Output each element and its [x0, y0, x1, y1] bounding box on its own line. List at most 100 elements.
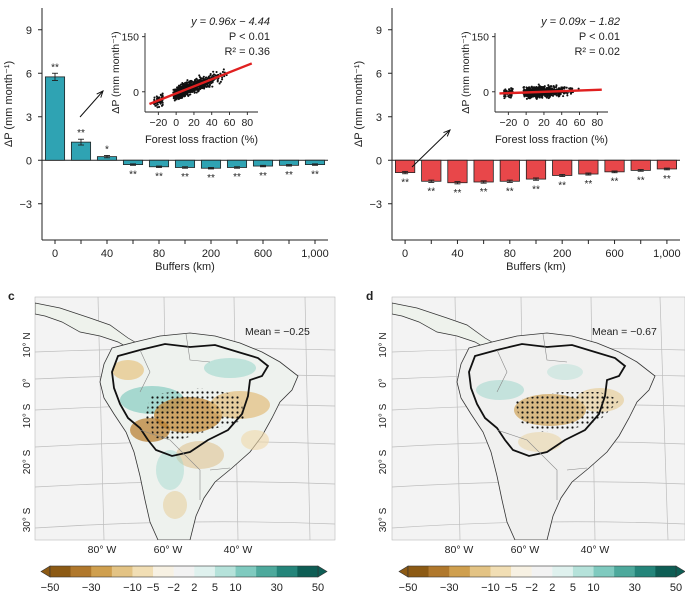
y-tick-label-b: 6: [376, 68, 382, 80]
regression-line: [499, 88, 602, 95]
scatter-point: [504, 88, 507, 91]
scatter-point: [568, 87, 571, 90]
colorbar-tick-label: 10: [229, 582, 241, 594]
colorbar-tick-label: −50: [399, 582, 418, 594]
inset-x-tick-label: 80: [591, 117, 603, 129]
scatter-point: [546, 88, 549, 91]
inset-p-value: P < 0.01: [579, 31, 620, 43]
colorbar-tick-label: −5: [147, 582, 160, 594]
scatter-point: [535, 88, 538, 91]
scatter-point: [215, 71, 218, 74]
significance-label-a: *: [105, 144, 109, 155]
inset-arrowhead: [96, 90, 104, 98]
scatter-point: [156, 103, 159, 106]
significance-label-b: **: [637, 175, 645, 186]
inset-equation: y = 0.09x − 1.82: [540, 16, 620, 28]
significance-label-b: **: [611, 177, 619, 188]
map-lon-label: 40° W: [224, 544, 253, 556]
colorbar-tick-label: −5: [505, 582, 518, 594]
colorbar-swatch: [297, 566, 319, 577]
scatter-point: [532, 87, 535, 90]
map-d: d Mean = −0.67 10° N 0° 10° S 20° S 30° S 80…: [366, 289, 685, 556]
scatter-point: [508, 88, 511, 91]
inset-arrow: [411, 129, 451, 168]
scatter-point: [218, 82, 221, 85]
inset-x-tick-label: −20: [149, 117, 167, 129]
colorbar-swatch: [655, 566, 677, 577]
scatter-point: [212, 70, 215, 73]
scatter-point: [156, 106, 159, 109]
map-lon-label: 60° W: [154, 544, 183, 556]
colorbar-tick-label: −2: [167, 582, 180, 594]
colorbar-swatch: [490, 566, 512, 577]
colorbar-tick-label: 30: [271, 582, 283, 594]
significance-label-b: **: [558, 180, 566, 191]
y-tick-label-a: 9: [26, 25, 32, 37]
colorbar-min-arrow: [40, 565, 51, 578]
scatter-point: [544, 93, 547, 96]
scatter-point: [190, 79, 193, 83]
map-lat-label: 10° N: [378, 332, 389, 357]
colorbar-tick-label: −30: [82, 582, 101, 594]
scatter-point: [188, 82, 192, 85]
map-lat-label: 0°: [378, 378, 389, 388]
amazon-basin-outline-c: [111, 343, 270, 457]
scatter-point: [566, 94, 569, 97]
bar-b-200: [552, 159, 573, 176]
scatter-point: [503, 97, 506, 100]
significance-label-a: **: [233, 172, 241, 183]
scatter-point: [161, 92, 164, 95]
x-tick-label-a: 0: [52, 248, 58, 260]
bars-b: ** ** ** ** ** ** ** ** ** ** **: [395, 159, 677, 199]
colorbar-tick-label: 5: [570, 582, 576, 594]
scatter-point: [161, 101, 164, 104]
scatter-point: [511, 89, 514, 92]
bar-b-400: [578, 159, 599, 175]
scatter-point: [552, 84, 555, 88]
scatter-point: [154, 104, 157, 107]
significance-label-a: **: [155, 172, 163, 183]
scatter-point: [155, 95, 158, 98]
inset-x-tick-label: 40: [556, 117, 568, 129]
scatter-point: [504, 94, 507, 98]
inset-scatter-a: 150 0 −20 0 20 40 60 80 Forest loss fraction (%)…: [79, 16, 270, 146]
map-lat-label: 10° N: [22, 332, 33, 357]
scatter-point: [184, 91, 187, 95]
colorbar-swatch: [408, 566, 429, 577]
scatter-point: [186, 81, 190, 84]
colorbar-swatch: [70, 566, 92, 577]
scatter-point: [557, 87, 560, 91]
x-tick-label-a: 200: [202, 248, 220, 260]
inset-arrow: [79, 90, 104, 118]
inset-y-axis-label: ΔP (mm month⁻¹): [460, 31, 472, 113]
colorbar-tick-label: 2: [549, 582, 555, 594]
y-tick-label-a: −3: [19, 199, 32, 211]
inset-x-tick-label: 40: [206, 117, 218, 129]
scatter-point: [535, 86, 538, 89]
colorbar-c: −50 −30 −10 −5 −2 2 5 10 30 50: [40, 565, 328, 594]
y-axis-label-b: ΔP (mm month⁻¹): [353, 61, 365, 147]
bar-chart-a: 9 6 3 0 −3 ΔP (mm month⁻¹) Buffers (km) 0 40 80 20…: [3, 8, 329, 273]
inset-p-value: P < 0.01: [229, 31, 270, 43]
scatter-point: [510, 94, 513, 98]
scatter-point: [195, 87, 198, 90]
colorbar-tick-label: −50: [41, 582, 60, 594]
significance-label-b: **: [663, 174, 671, 185]
scatter-point: [547, 84, 550, 87]
scatter-point: [566, 92, 569, 95]
inset-y-tick-label: 0: [483, 87, 489, 99]
scatter-point: [187, 94, 190, 98]
colorbar-tick-label: 50: [312, 582, 324, 594]
inset-y-tick-label: 150: [471, 32, 489, 44]
scatter-point: [540, 86, 543, 89]
scatter-point: [193, 91, 196, 94]
scatter-point: [189, 93, 192, 96]
scatter-point: [212, 73, 215, 76]
inset-x-tick-label: 20: [188, 117, 200, 129]
colorbar-tick-label: −30: [440, 582, 459, 594]
axes-a: 9 6 3 0 −3 ΔP (mm month⁻¹) Buffers (km) 0 40 80 20…: [3, 8, 329, 273]
y-axis-label-a: ΔP (mm month⁻¹): [3, 61, 15, 147]
scatter-point: [555, 84, 558, 87]
panel-d-label: d: [366, 289, 373, 303]
scatter-point: [184, 81, 187, 85]
